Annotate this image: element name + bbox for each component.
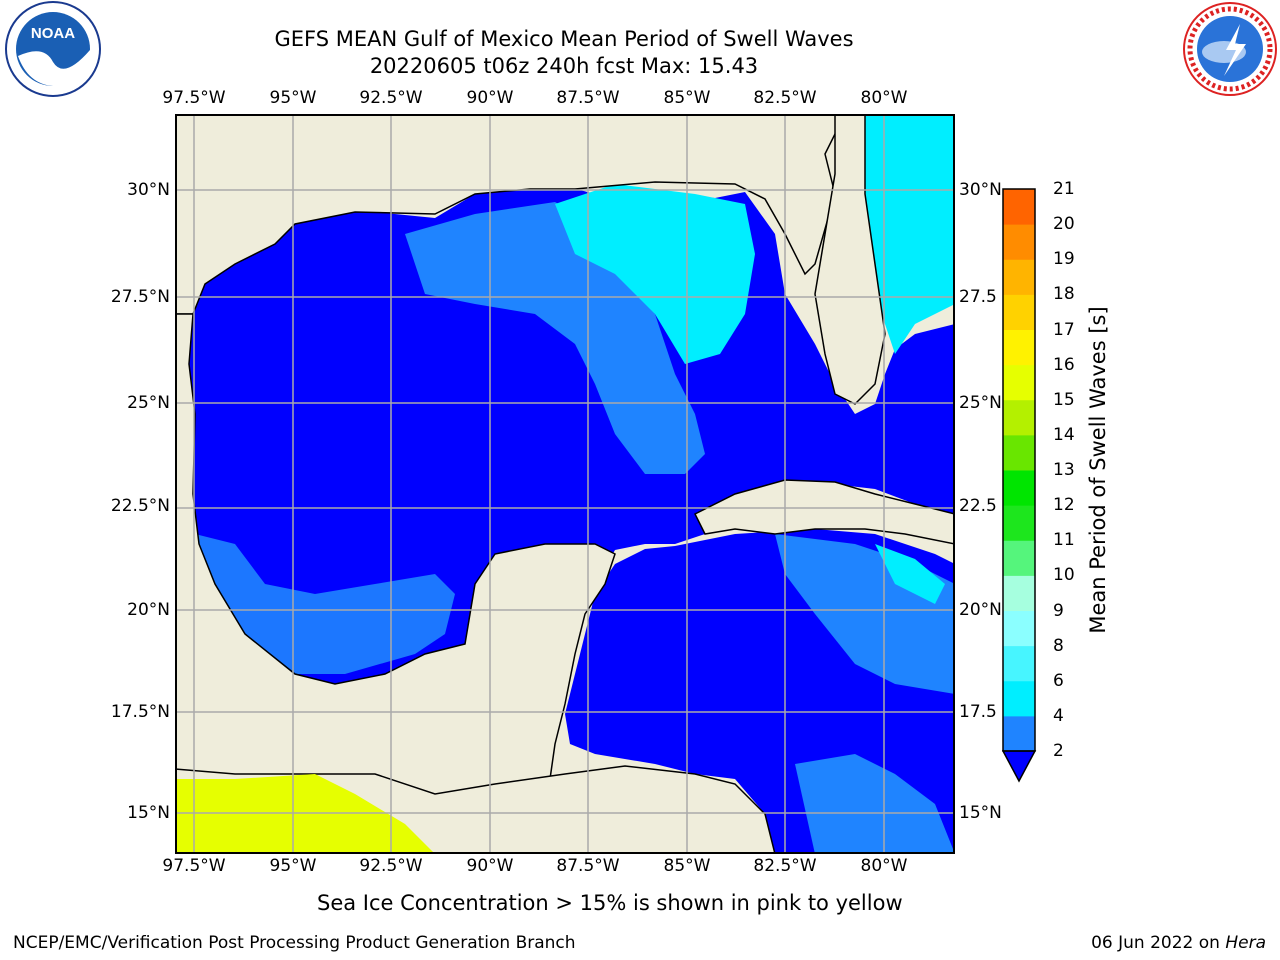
footer-machine: Hera <box>1225 933 1266 953</box>
colorbar-tick-label: 11 <box>1053 530 1075 551</box>
swell-zone-mid <box>405 202 705 474</box>
lat-tick-left: 20°N <box>127 600 170 620</box>
colorbar-segment <box>1003 259 1035 295</box>
colorbar-tick-label: 13 <box>1053 460 1075 480</box>
footer-date: 06 Jun 2022 on <box>1091 933 1226 953</box>
svg-text:NOAA: NOAA <box>31 25 75 42</box>
lat-tick-right: 30°N <box>959 180 1002 200</box>
lat-tick-right: 20°N <box>959 600 1002 620</box>
colorbar-segment <box>1003 329 1035 366</box>
lon-tick-bottom: 87.5°W <box>556 856 620 876</box>
colorbar-tick-label: 10 <box>1053 565 1075 586</box>
swell-zone-mid <box>795 754 955 854</box>
swell-zone-mid <box>195 534 455 674</box>
colorbar-tick-label: 9 <box>1053 600 1064 621</box>
colorbar-tick-label: 20 <box>1053 214 1075 235</box>
colorbar-segment <box>1003 224 1035 260</box>
colorbar-tick-label: 14 <box>1053 424 1075 445</box>
colorbar-tick-label: 6 <box>1053 670 1064 691</box>
lon-tick-bottom: 90°W <box>466 856 514 876</box>
lon-tick-top: 85°W <box>663 88 711 108</box>
lat-tick-right: 25°N <box>959 393 1002 413</box>
lat-tick-left: 22.5°N <box>110 496 170 516</box>
lat-tick-right: 15°N <box>959 803 1002 823</box>
colorbar-tick-label: 12 <box>1053 495 1075 516</box>
colorbar-segment <box>1003 540 1035 576</box>
lat-tick-left: 27.5°N <box>110 287 170 307</box>
map-frame <box>175 114 955 854</box>
map-panel <box>175 114 955 854</box>
lon-tick-bottom: 97.5°W <box>162 856 226 876</box>
lon-tick-top: 92.5°W <box>359 88 423 108</box>
lat-tick-right: 22.5 <box>959 496 997 516</box>
colorbar-tick-label: 15 <box>1053 389 1075 410</box>
colorbar-segment <box>1003 575 1035 611</box>
colorbar-tick-label: 21 <box>1053 179 1075 199</box>
lat-tick-right: 17.5 <box>959 702 997 722</box>
colorbar-segment <box>1003 364 1035 401</box>
footer-right: 06 Jun 2022 on Hera <box>1091 933 1266 953</box>
lat-tick-left: 25°N <box>127 393 170 413</box>
grid-lines <box>175 114 955 854</box>
colorbar-segment <box>1003 715 1035 752</box>
colorbar-tick-label: 19 <box>1053 249 1075 270</box>
noaa-logo: NOAA <box>4 0 102 98</box>
colorbar-segment <box>1003 189 1035 225</box>
colorbar-segment <box>1003 645 1035 682</box>
chart-title: GEFS MEAN Gulf of Mexico Mean Period of … <box>274 27 854 51</box>
colorbar-tick-label: 4 <box>1053 705 1064 726</box>
colorbar-tick-label: 18 <box>1053 284 1075 305</box>
lon-tick-bottom: 82.5°W <box>753 856 817 876</box>
lon-tick-top: 82.5°W <box>753 88 817 108</box>
nws-logo <box>1180 0 1280 98</box>
colorbar-segment <box>1003 610 1035 647</box>
colorbar-segment <box>1003 434 1035 471</box>
chart-subtitle: 20220605 t06z 240h fcst Max: 15.43 <box>369 54 759 78</box>
lon-tick-top: 97.5°W <box>162 88 226 108</box>
colorbar-segment <box>1003 680 1035 717</box>
colorbar-tick-label: 16 <box>1053 354 1075 375</box>
footer-left: NCEP/EMC/Verification Post Processing Pr… <box>13 933 576 953</box>
lat-tick-right: 27.5 <box>959 287 997 307</box>
colorbar-segment <box>1003 505 1035 541</box>
lat-tick-left: 30°N <box>127 180 170 200</box>
swell-zone-high <box>875 544 945 604</box>
lon-tick-top: 87.5°W <box>556 88 620 108</box>
cuba-land <box>693 479 955 545</box>
swell-zone-high <box>555 184 755 364</box>
colorbar <box>1002 188 1037 783</box>
colorbar-extend-min <box>1002 750 1037 783</box>
lon-tick-bottom: 92.5°W <box>359 856 423 876</box>
lat-tick-left: 15°N <box>127 803 170 823</box>
swell-zone-high <box>845 114 955 354</box>
lat-tick-left: 17.5°N <box>110 702 170 722</box>
sea-ice-region <box>175 774 435 854</box>
colorbar-segment <box>1003 294 1035 330</box>
lon-tick-top: 80°W <box>860 88 908 108</box>
colorbar-tick-label: 17 <box>1053 319 1075 340</box>
us-coast-land <box>175 114 846 315</box>
lon-tick-top: 95°W <box>269 88 317 108</box>
colorbar-frame <box>1002 188 1036 752</box>
sea-ice-note: Sea Ice Concentration > 15% is shown in … <box>317 891 903 915</box>
lon-tick-bottom: 85°W <box>663 856 711 876</box>
mexico-land <box>175 313 616 854</box>
colorbar-segment <box>1003 470 1035 506</box>
florida-land <box>814 114 886 405</box>
lon-tick-bottom: 95°W <box>269 856 317 876</box>
lon-tick-bottom: 80°W <box>860 856 908 876</box>
colorbar-title: Mean Period of Swell Waves [s] <box>1086 306 1110 634</box>
colorbar-segment <box>1003 399 1035 436</box>
colorbar-tick-label: 2 <box>1053 741 1064 761</box>
colorbar-tick-label: 8 <box>1053 635 1064 656</box>
lon-tick-top: 90°W <box>466 88 514 108</box>
